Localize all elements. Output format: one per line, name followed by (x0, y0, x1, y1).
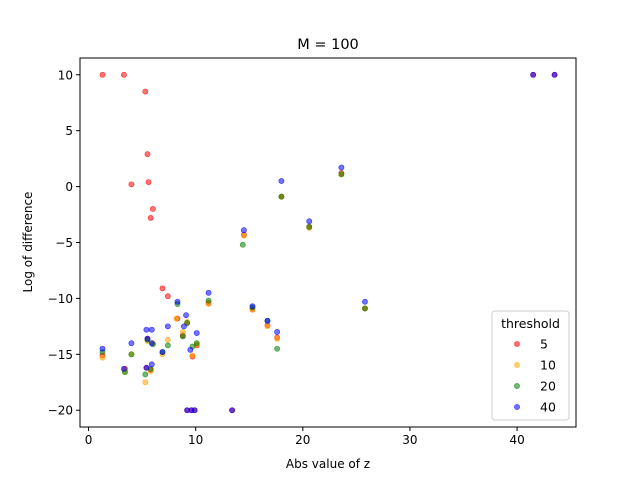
point-threshold-10-2 (142, 379, 149, 386)
legend-label-40: 40 (540, 400, 556, 415)
point-threshold-40-11 (174, 298, 181, 305)
point-threshold-40-27 (191, 407, 198, 414)
point-threshold-5-3 (144, 151, 151, 158)
point-threshold-20-12 (193, 340, 200, 347)
x-axis-ticks: 0 10 20 30 40 (85, 427, 525, 447)
point-threshold-40-21 (278, 178, 285, 184)
legend: threshold 5 10 20 40 (491, 310, 570, 421)
y-tick-label: −10 (48, 292, 73, 306)
point-threshold-5-2 (142, 88, 149, 95)
chart-title: M = 100 (297, 37, 359, 53)
point-threshold-20-7 (164, 342, 171, 349)
point-threshold-20-14 (239, 241, 246, 248)
point-threshold-5-7 (147, 214, 154, 221)
point-threshold-5-9 (164, 293, 171, 300)
point-threshold-20-18 (278, 193, 285, 200)
point-threshold-5-4 (145, 179, 152, 186)
point-threshold-40-9 (159, 349, 166, 355)
legend-entries: 5 10 20 40 (514, 337, 556, 415)
y-tick-label: 5 (65, 124, 73, 138)
point-threshold-40-7 (143, 364, 150, 371)
point-threshold-40-5 (144, 335, 151, 342)
point-threshold-40-12 (181, 323, 187, 330)
point-threshold-10-10 (189, 352, 196, 359)
point-threshold-5-5 (128, 181, 135, 188)
x-tick-label: 20 (295, 433, 310, 447)
point-threshold-40-14 (187, 346, 194, 353)
point-threshold-40-18 (249, 303, 256, 310)
x-tick-label: 40 (509, 433, 524, 447)
point-threshold-40-15 (193, 330, 200, 336)
point-threshold-40-28 (229, 407, 236, 414)
point-threshold-5-1 (121, 71, 127, 78)
point-threshold-40-16 (205, 289, 212, 296)
point-threshold-10-15 (264, 323, 271, 330)
legend-title: threshold (501, 316, 560, 331)
y-tick-label: −15 (48, 348, 73, 362)
point-threshold-40-19 (264, 317, 271, 324)
point-threshold-20-17 (274, 345, 281, 352)
point-threshold-40-29 (530, 71, 537, 78)
legend-label-20: 20 (540, 379, 556, 394)
point-threshold-40-10 (164, 323, 171, 330)
point-threshold-40-6 (148, 340, 155, 347)
point-threshold-20-2 (142, 371, 149, 378)
point-threshold-5-6 (149, 206, 156, 212)
point-threshold-20-9 (179, 333, 186, 340)
point-threshold-40-13 (183, 312, 189, 319)
y-tick-label: −5 (55, 236, 73, 250)
point-threshold-10-6 (164, 336, 171, 343)
legend-label-5: 5 (540, 337, 548, 352)
y-tick-label: −20 (48, 404, 73, 418)
x-tick-label: 10 (188, 433, 203, 447)
point-threshold-40-1 (121, 365, 127, 372)
legend-label-10: 10 (540, 358, 556, 373)
point-threshold-40-20 (274, 329, 281, 335)
point-threshold-20-19 (306, 223, 313, 230)
point-threshold-10-13 (240, 232, 247, 239)
y-axis-label: Log of difference (21, 192, 35, 293)
legend-box (491, 310, 570, 421)
point-threshold-40-8 (148, 361, 155, 368)
y-tick-label: 0 (65, 180, 73, 194)
y-tick-label: 10 (58, 68, 73, 82)
point-threshold-40-24 (362, 298, 368, 305)
legend-marker-20 (514, 383, 520, 389)
point-threshold-40-4 (148, 326, 155, 333)
point-threshold-5-8 (159, 285, 166, 292)
point-threshold-10-7 (173, 315, 180, 322)
point-threshold-20-3 (128, 351, 135, 358)
point-threshold-40-3 (143, 326, 150, 333)
point-threshold-40-23 (338, 164, 345, 171)
point-threshold-40-17 (240, 227, 247, 234)
point-threshold-10-16 (274, 335, 281, 342)
point-threshold-5-0 (99, 71, 106, 78)
point-threshold-20-21 (362, 305, 368, 312)
point-threshold-40-2 (128, 340, 135, 347)
point-threshold-20-20 (338, 171, 345, 178)
point-threshold-40-0 (99, 345, 106, 352)
point-threshold-10-0 (99, 354, 106, 361)
points-layer (99, 71, 558, 414)
point-threshold-40-22 (306, 218, 313, 225)
legend-marker-40 (514, 404, 520, 410)
x-axis-label: Abs value of z (286, 457, 370, 471)
x-tick-label: 0 (85, 433, 93, 447)
point-threshold-20-13 (205, 297, 212, 304)
y-axis-ticks: −20 −15 −10 −5 0 5 10 (48, 68, 80, 418)
legend-marker-5 (514, 341, 520, 347)
x-tick-label: 30 (402, 433, 417, 447)
legend-marker-10 (514, 362, 520, 368)
point-threshold-40-30 (551, 71, 558, 78)
